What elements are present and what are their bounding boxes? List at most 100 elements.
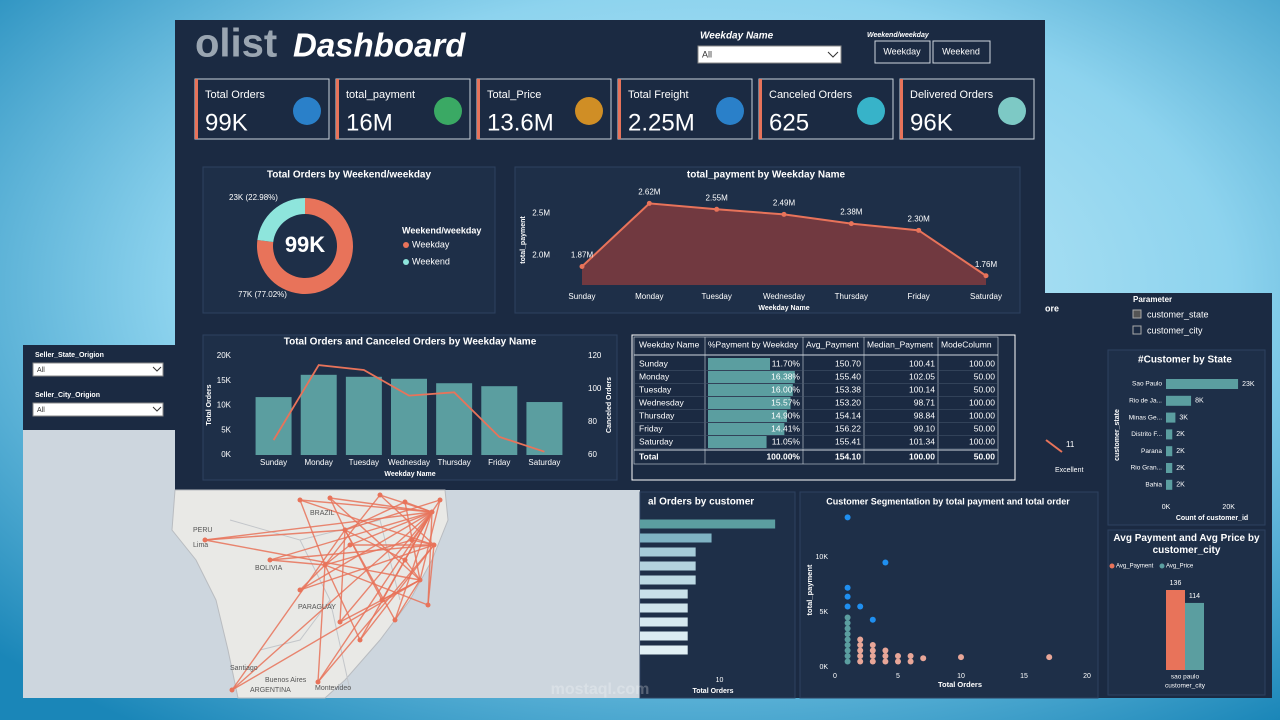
x-axis-label: Count of customer_id xyxy=(1176,515,1248,522)
table-cell: Total xyxy=(639,451,659,461)
dropdown[interactable] xyxy=(697,45,842,64)
kpi-value: 625 xyxy=(769,109,809,136)
route-line xyxy=(329,497,346,531)
kpi-icon xyxy=(998,97,1026,125)
point xyxy=(869,658,876,665)
data-label: 77K (77.02%) xyxy=(238,290,287,299)
table-cell: 100.00 xyxy=(969,397,995,407)
fragment-line xyxy=(1045,439,1063,453)
table-cell: Wednesday xyxy=(639,397,684,407)
fragment: ore xyxy=(1045,303,1059,313)
table-cell: 100.00 xyxy=(969,410,995,420)
route-line xyxy=(324,564,361,641)
filter-label: Seller_City_Origion xyxy=(35,392,100,399)
y2-axis-label: Canceled Orders xyxy=(606,377,613,433)
point xyxy=(844,514,851,521)
route-line xyxy=(404,559,421,581)
dropdown-value: All xyxy=(702,49,712,59)
x-tick-label: Tuesday xyxy=(701,292,731,301)
point xyxy=(844,647,851,654)
kpi-label: Total Freight xyxy=(628,89,689,101)
dropdown[interactable] xyxy=(32,362,164,377)
option-box[interactable] xyxy=(1132,309,1142,319)
table-cell: 15.57% xyxy=(771,397,800,407)
bar xyxy=(526,402,563,455)
dropdown-arrow xyxy=(152,406,162,412)
point xyxy=(907,658,914,665)
fragment: Excellent xyxy=(1055,467,1083,474)
data-bar xyxy=(708,410,787,422)
route-line xyxy=(231,511,433,691)
y-tick-label: 10K xyxy=(217,401,232,410)
kpi-value: 96K xyxy=(910,109,953,136)
route-line xyxy=(324,544,351,566)
route-line xyxy=(339,511,433,623)
x-tick-label: Thursday xyxy=(437,458,470,467)
slicer-button[interactable] xyxy=(932,40,991,64)
route-line xyxy=(427,511,433,606)
table-cell: 102.05 xyxy=(909,371,935,381)
route-node xyxy=(437,497,443,503)
table-cell: 16.00% xyxy=(771,384,800,394)
chart-title: total_payment by Weekday Name xyxy=(687,170,846,181)
route-line xyxy=(204,529,346,541)
bar xyxy=(1185,602,1204,670)
bar xyxy=(391,378,427,455)
x-tick-label: Friday xyxy=(488,458,510,467)
bar xyxy=(1166,479,1173,490)
route-node xyxy=(229,687,235,693)
filter-label: Weekday Name xyxy=(700,31,774,42)
kpi-label: Canceled Orders xyxy=(769,89,853,101)
table-header: ModeColumn xyxy=(941,339,992,349)
dropdown[interactable] xyxy=(32,402,164,417)
data-label: 2.62M xyxy=(638,188,661,197)
point xyxy=(579,263,585,269)
data-label: 1.76M xyxy=(975,260,998,269)
route-node xyxy=(431,542,437,548)
point xyxy=(895,653,901,659)
route-line xyxy=(269,511,433,561)
data-label: 1.87M xyxy=(571,251,594,260)
fragment: 11 xyxy=(1066,440,1075,449)
point xyxy=(844,642,851,648)
route-line xyxy=(329,497,421,581)
table-cell: 100.00% xyxy=(766,451,800,461)
route-node xyxy=(429,509,435,515)
kpi-icon xyxy=(434,97,462,125)
x-tick-label: 5 xyxy=(896,673,900,680)
kpi-accent xyxy=(336,79,339,139)
option-label: customer_state xyxy=(1147,309,1209,319)
legend-label: Avg_Price xyxy=(1166,564,1194,570)
option-label: customer_city xyxy=(1147,325,1203,335)
data-label: 2.55M xyxy=(706,193,729,202)
bar xyxy=(640,589,688,599)
bar xyxy=(640,617,688,627)
point xyxy=(848,221,854,227)
y-tick-label: Sao Paulo xyxy=(1132,381,1162,388)
legend-swatch xyxy=(403,259,409,265)
point xyxy=(869,616,876,623)
table-cell: 100.14 xyxy=(909,384,935,394)
y-tick-label: Minas Ge... xyxy=(1129,414,1162,421)
slicer-button[interactable] xyxy=(874,40,931,64)
route-line xyxy=(269,559,326,566)
bar xyxy=(1166,395,1192,406)
x-tick-label: 20 xyxy=(1083,673,1091,680)
chart-title: Total Orders by Weekend/weekday xyxy=(267,170,432,181)
y2-tick-label: 100 xyxy=(588,384,602,393)
bar xyxy=(1166,590,1185,670)
point xyxy=(882,559,889,566)
route-node xyxy=(377,492,383,498)
x-tick-label: Saturday xyxy=(528,458,560,467)
bar xyxy=(436,383,473,455)
kpi-value: 2.25M xyxy=(628,109,695,136)
option-box[interactable] xyxy=(1132,325,1142,335)
data-label: 2.30M xyxy=(908,214,931,223)
map-label: PARAGUAY xyxy=(298,604,336,611)
route-line xyxy=(394,579,421,621)
y-tick-label: 5K xyxy=(819,609,828,616)
bar xyxy=(1166,379,1239,389)
data-bar xyxy=(708,423,785,435)
kpi-accent xyxy=(477,79,480,139)
y-tick-label: Rio de Ja... xyxy=(1129,398,1162,405)
